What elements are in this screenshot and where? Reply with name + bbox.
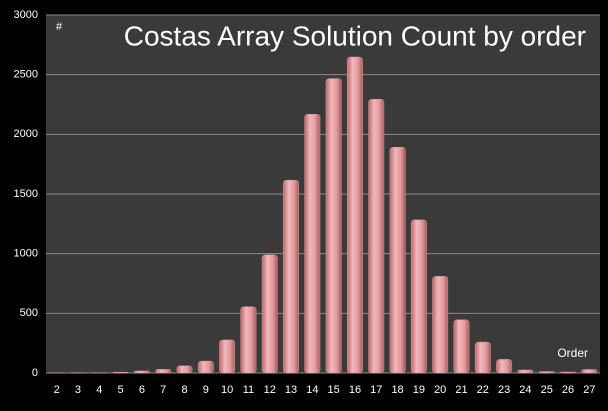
bar	[113, 372, 128, 373]
bar	[560, 372, 575, 373]
bar	[347, 57, 362, 373]
bar	[433, 276, 448, 373]
x-tick-label: 26	[562, 384, 574, 396]
x-tick-label: 22	[477, 384, 489, 396]
chart-title: Costas Array Solution Count by order	[124, 20, 586, 51]
x-tick-label: 7	[160, 384, 166, 396]
x-tick-label: 13	[285, 384, 297, 396]
bar	[177, 366, 192, 373]
x-tick-label: 27	[583, 384, 595, 396]
x-tick-label: 4	[96, 384, 102, 396]
x-axis-label: Order	[557, 346, 588, 360]
bar	[156, 369, 171, 373]
y-tick-label: 2000	[14, 128, 38, 140]
y-tick-label: 1000	[14, 248, 38, 260]
x-tick-label: 15	[328, 384, 340, 396]
y-tick-label: 0	[32, 367, 38, 379]
x-tick-label: 5	[118, 384, 124, 396]
bar	[475, 342, 490, 373]
bar	[198, 361, 213, 373]
x-tick-label: 8	[181, 384, 187, 396]
x-tick-label: 20	[434, 384, 446, 396]
y-tick-label: 500	[20, 307, 38, 319]
bar	[219, 340, 234, 373]
x-tick-label: 9	[203, 384, 209, 396]
bar	[582, 370, 597, 373]
x-tick-label: 3	[75, 384, 81, 396]
x-tick-label: 6	[139, 384, 145, 396]
bar	[262, 255, 277, 373]
x-tick-label: 16	[349, 384, 361, 396]
y-tick-label: 1500	[14, 188, 38, 200]
x-tick-label: 17	[370, 384, 382, 396]
x-tick-label: 24	[519, 384, 531, 396]
x-tick-label: 25	[541, 384, 553, 396]
y-axis-label: #	[56, 21, 63, 33]
bar	[539, 372, 554, 373]
bar	[305, 114, 320, 373]
x-tick-label: 19	[413, 384, 425, 396]
x-tick-label: 14	[306, 384, 318, 396]
bar	[241, 307, 256, 373]
bar	[134, 371, 149, 373]
x-tick-label: 12	[264, 384, 276, 396]
bar	[454, 320, 469, 373]
x-tick-label: 23	[498, 384, 510, 396]
bar	[326, 79, 341, 373]
bar	[411, 220, 426, 373]
x-tick-label: 21	[455, 384, 467, 396]
y-tick-label: 2500	[14, 69, 38, 81]
y-tick-label: 3000	[14, 9, 38, 21]
bar	[496, 359, 511, 373]
x-tick-label: 10	[221, 384, 233, 396]
x-tick-label: 2	[54, 384, 60, 396]
bar	[518, 370, 533, 373]
x-tick-label: 18	[391, 384, 403, 396]
bar	[369, 99, 384, 373]
bar	[390, 147, 405, 373]
bar	[283, 180, 298, 373]
x-tick-label: 11	[243, 384, 254, 396]
